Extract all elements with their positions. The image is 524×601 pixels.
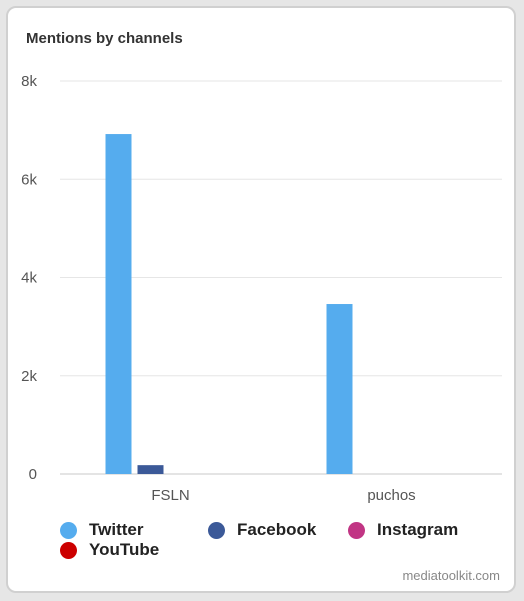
y-tick-label: 8k: [21, 73, 37, 90]
legend-dot-icon: [60, 521, 77, 539]
chart-title: Mentions by channels: [26, 30, 183, 47]
bar-twitter-fsln: [105, 134, 132, 474]
bar-facebook-fsln: [137, 465, 164, 474]
legend-item-instagram[interactable]: Instagram: [348, 520, 458, 540]
legend-item-twitter[interactable]: Twitter: [60, 520, 143, 540]
credit-text: mediatoolkit.com: [402, 568, 500, 583]
legend-label: YouTube: [89, 540, 160, 559]
x-tick-label: puchos: [367, 487, 415, 504]
legend-item-facebook[interactable]: Facebook: [208, 520, 316, 540]
legend-dot-icon: [348, 521, 365, 539]
y-tick-label: 6k: [21, 171, 37, 188]
legend-label: Instagram: [377, 520, 459, 539]
legend-item-youtube[interactable]: YouTube: [60, 540, 159, 560]
y-tick-label: 2k: [21, 368, 37, 385]
y-tick-label: 0: [29, 466, 37, 483]
y-tick-label: 4k: [21, 270, 37, 287]
chart-card: Mentions by channels mediatoolkit.com: [6, 6, 516, 593]
legend-label: Twitter: [89, 520, 144, 539]
x-tick-label: FSLN: [151, 487, 189, 504]
bar-twitter-puchos: [326, 304, 353, 474]
legend-dot-icon: [208, 521, 225, 539]
legend-label: Facebook: [237, 520, 317, 539]
legend-dot-icon: [60, 541, 77, 559]
